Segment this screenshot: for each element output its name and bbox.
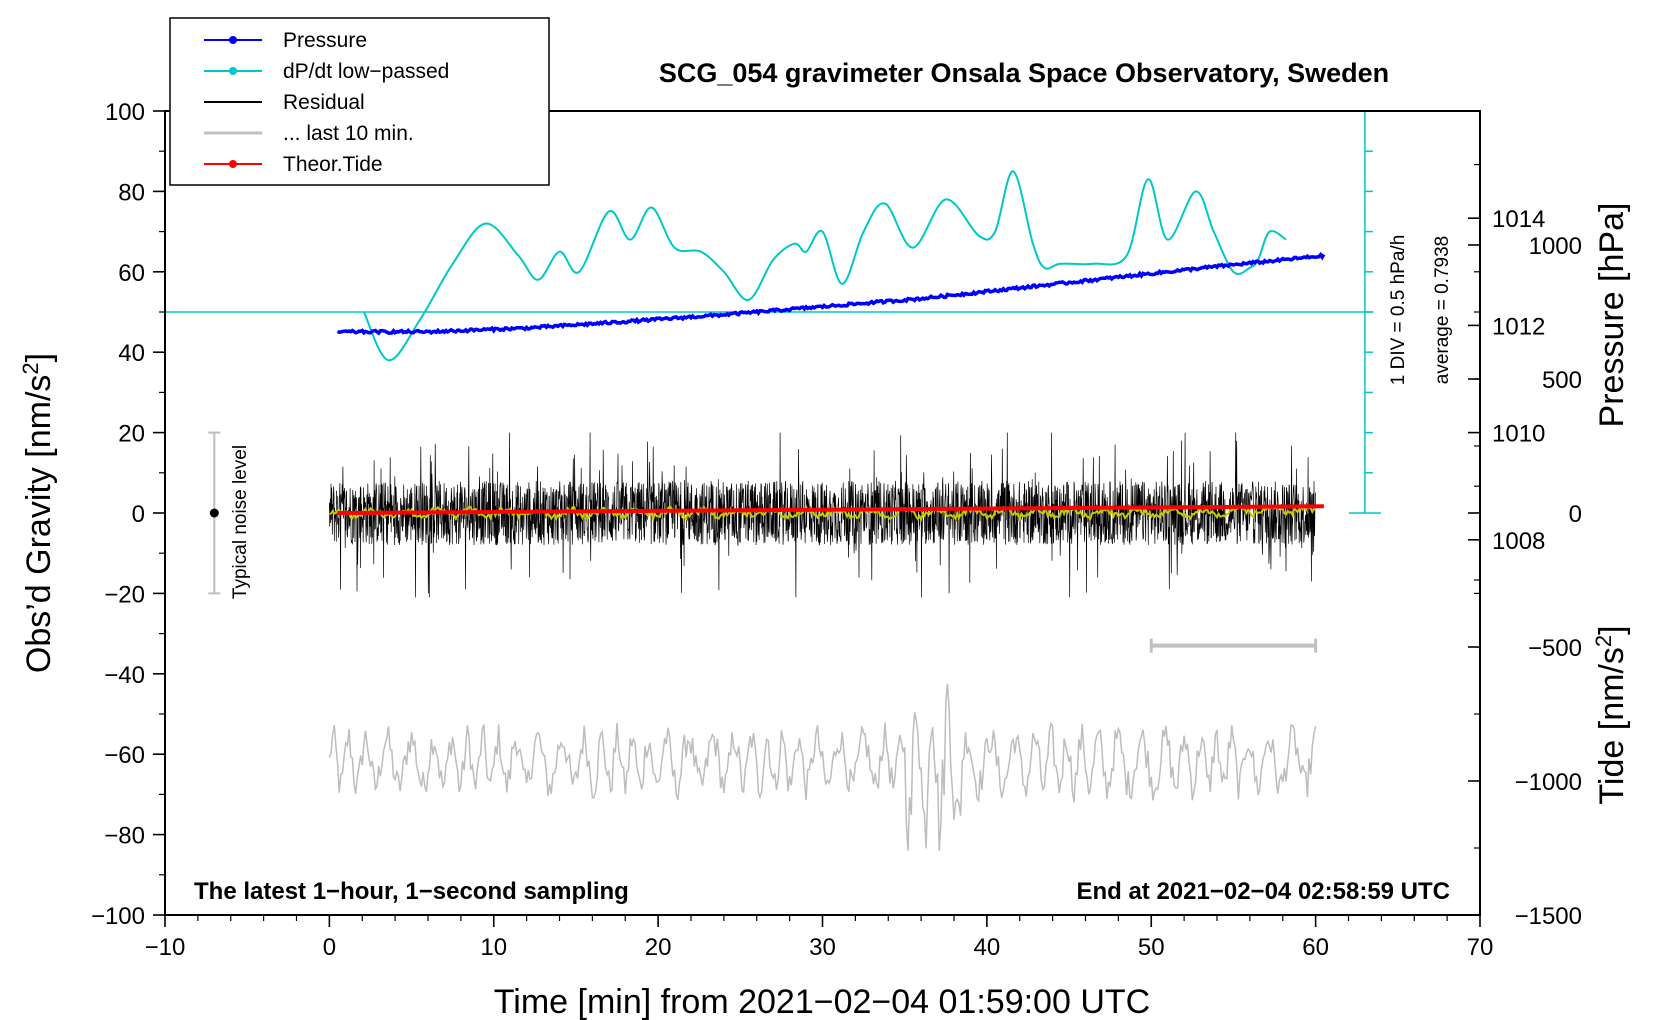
legend-marker	[229, 36, 237, 44]
pressure-tick-label: 1010	[1492, 421, 1545, 448]
pressure-tick-label: 1008	[1492, 528, 1545, 555]
x-tick-label: 50	[1138, 934, 1165, 961]
pressure-tick-label: 1014	[1492, 206, 1545, 233]
data-layer	[165, 110, 1381, 851]
pressure-tick-label: 1012	[1492, 313, 1545, 340]
y-tick-label: 60	[118, 260, 145, 287]
chart-title: SCG_054 gravimeter Onsala Space Observat…	[659, 58, 1389, 88]
legend-label: ... last 10 min.	[283, 122, 414, 145]
y-tick-label: 20	[118, 421, 145, 448]
residual-line	[329, 432, 1316, 598]
pressure-line	[336, 251, 1326, 336]
y-tick-label: −40	[104, 662, 145, 689]
legend-label: dP/dt low−passed	[283, 60, 449, 83]
average-label: average = 0.7938	[1432, 236, 1453, 384]
x-tick-label: 10	[480, 934, 507, 961]
x-tick-label: 20	[645, 934, 672, 961]
y-tick-label: −80	[104, 823, 145, 850]
y-tick-label: 80	[118, 179, 145, 206]
y-tick-label: −20	[104, 581, 145, 608]
y-axis-title-tide: Tide [nm/s2]	[1591, 625, 1632, 804]
x-tick-label: 60	[1302, 934, 1329, 961]
y-axis-title-pressure: Pressure [hPa]	[1593, 203, 1631, 428]
tide-tick-label: 1000	[1529, 233, 1582, 260]
noise-level-label: Typical noise level	[230, 445, 251, 599]
y-axis-title-gravity: Obs’d Gravity [nm/s2]	[18, 353, 59, 673]
legend-marker	[229, 160, 237, 168]
x-axis-title: Time [min] from 2021−02−04 01:59:00 UTC	[494, 983, 1150, 1020]
x-tick-label: −10	[145, 934, 186, 961]
theor-tide-line	[337, 504, 1324, 515]
x-tick-label: 70	[1467, 934, 1494, 961]
plot-frame	[164, 110, 1481, 916]
y-tick-label: 0	[132, 501, 145, 528]
legend-label: Residual	[283, 91, 365, 114]
legend: Pressure dP/dt low−passed Residual ... last…	[169, 17, 550, 186]
y-tick-label: 100	[105, 99, 145, 126]
noise-bar-dot	[209, 508, 219, 518]
x-tick-label: 0	[323, 934, 336, 961]
y-tick-label: −100	[91, 903, 145, 930]
legend-label: Pressure	[283, 29, 367, 52]
latest-hour-note: The latest 1−hour, 1−second sampling	[194, 878, 629, 905]
end-time-note: End at 2021−02−04 02:58:59 UTC	[1076, 878, 1450, 905]
y-tick-label: −60	[104, 742, 145, 769]
x-tick-label: 40	[974, 934, 1001, 961]
dpdt-line	[362, 170, 1287, 362]
y-tick-label: 40	[118, 340, 145, 367]
tick-layer: −10 0 10 20 30 40 50 60 70−100−80−60−40−20020406…	[91, 99, 1582, 961]
legend-label: Theor.Tide	[283, 153, 383, 176]
tide-tick-label: −1000	[1515, 769, 1582, 796]
legend-marker	[229, 67, 237, 75]
tide-tick-label: −500	[1528, 635, 1582, 662]
scale-bar-label: 1 DIV = 0.5 hPa/h	[1388, 235, 1409, 386]
tide-tick-label: 500	[1542, 367, 1582, 394]
x-tick-label: 30	[809, 934, 836, 961]
tide-tick-label: −1500	[1515, 903, 1582, 930]
tide-tick-label: 0	[1569, 501, 1582, 528]
tide-residual-line	[328, 683, 1317, 851]
